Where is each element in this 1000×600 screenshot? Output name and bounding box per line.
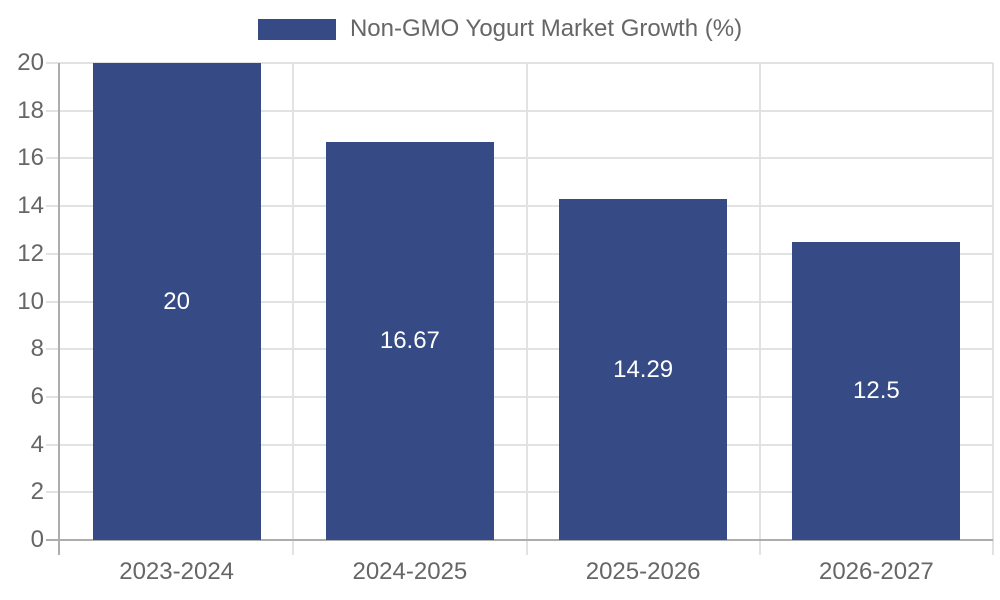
y-tick-label: 4	[30, 430, 44, 458]
bar[interactable]	[92, 63, 261, 540]
x-gridline	[525, 63, 528, 555]
x-tick-label: 2023-2024	[119, 558, 235, 585]
y-gridline	[46, 157, 993, 160]
y-gridline	[46, 109, 993, 112]
y-tick-label: 14	[17, 192, 44, 220]
y-gridline	[46, 395, 993, 398]
y-tick-label: 16	[17, 144, 44, 172]
y-tick-label: 18	[17, 96, 44, 124]
bar[interactable]	[325, 142, 494, 540]
legend: Non-GMO Yogurt Market Growth (%)	[0, 15, 1000, 43]
x-tick-label: 2026-2027	[818, 558, 934, 585]
legend-swatch-icon	[257, 18, 336, 40]
y-gridline	[46, 491, 993, 494]
y-tick-label: 6	[30, 382, 44, 410]
x-gridline	[992, 63, 994, 555]
x-axis-line	[46, 539, 993, 541]
y-gridline	[46, 205, 993, 208]
bar[interactable]	[559, 199, 728, 540]
x-tick-label: 2025-2026	[585, 558, 701, 585]
y-tick-label: 2	[30, 478, 44, 506]
bar-value-label: 20	[163, 287, 190, 315]
x-tick-label: 2024-2025	[352, 558, 468, 585]
legend-item[interactable]: Non-GMO Yogurt Market Growth (%)	[257, 15, 743, 43]
bar-value-label: 12.5	[853, 376, 900, 404]
y-tick-label: 10	[17, 287, 44, 315]
bar-value-label: 14.29	[613, 355, 674, 383]
x-gridline	[758, 63, 761, 555]
bar-value-label: 16.67	[379, 327, 440, 355]
y-gridline	[46, 300, 993, 303]
y-tick-label: 8	[30, 335, 44, 363]
y-tick-label: 0	[30, 526, 44, 553]
y-tick-label: 12	[17, 239, 44, 267]
y-gridline	[46, 252, 993, 255]
y-gridline	[46, 348, 993, 351]
x-gridline	[292, 63, 295, 555]
y-gridline	[46, 62, 993, 64]
y-axis-line	[58, 63, 60, 555]
bar[interactable]	[792, 241, 961, 540]
legend-label: Non-GMO Yogurt Market Growth (%)	[349, 15, 743, 42]
y-tick-label: 20	[17, 49, 44, 76]
y-gridline	[46, 443, 993, 446]
